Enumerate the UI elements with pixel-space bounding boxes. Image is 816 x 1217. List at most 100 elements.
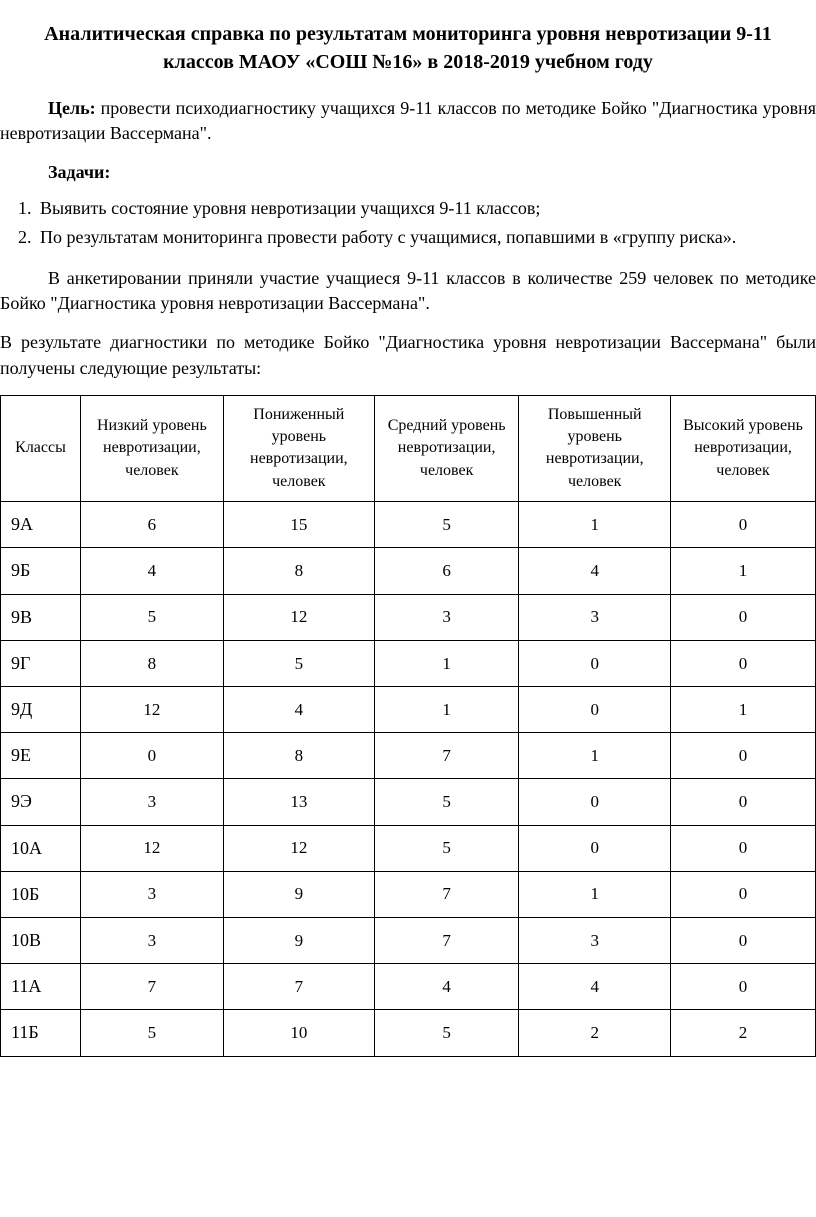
table-cell: 6 bbox=[374, 548, 518, 594]
table-header-cell: Низкий уровень невротизации, человек bbox=[81, 395, 224, 502]
table-cell: 9Г bbox=[1, 640, 81, 686]
table-cell: 0 bbox=[671, 779, 816, 825]
table-cell: 1 bbox=[374, 687, 518, 733]
table-cell: 3 bbox=[519, 594, 671, 640]
table-cell: 0 bbox=[671, 964, 816, 1010]
table-header-cell: Пониженный уровень невротизации, человек bbox=[223, 395, 374, 502]
table-cell: 7 bbox=[374, 733, 518, 779]
table-cell: 9Е bbox=[1, 733, 81, 779]
table-cell: 9Э bbox=[1, 779, 81, 825]
table-cell: 0 bbox=[671, 640, 816, 686]
table-cell: 1 bbox=[374, 640, 518, 686]
table-cell: 0 bbox=[519, 779, 671, 825]
table-cell: 3 bbox=[81, 871, 224, 917]
task-item: По результатам мониторинга провести рабо… bbox=[36, 225, 816, 250]
table-cell: 6 bbox=[81, 502, 224, 548]
table-cell: 8 bbox=[223, 733, 374, 779]
table-cell: 12 bbox=[223, 594, 374, 640]
table-cell: 4 bbox=[223, 687, 374, 733]
table-cell: 1 bbox=[519, 733, 671, 779]
table-row: 11Б510522 bbox=[1, 1010, 816, 1056]
table-cell: 9 bbox=[223, 917, 374, 963]
table-cell: 0 bbox=[671, 825, 816, 871]
table-cell: 1 bbox=[671, 548, 816, 594]
table-cell: 0 bbox=[671, 502, 816, 548]
table-cell: 15 bbox=[223, 502, 374, 548]
task-item: Выявить состояние уровня невротизации уч… bbox=[36, 196, 816, 221]
table-row: 9Д124101 bbox=[1, 687, 816, 733]
table-cell: 7 bbox=[374, 871, 518, 917]
table-cell: 4 bbox=[374, 964, 518, 1010]
table-cell: 9Д bbox=[1, 687, 81, 733]
table-header-cell: Средний уровень невротизации, человек bbox=[374, 395, 518, 502]
table-cell: 5 bbox=[374, 779, 518, 825]
table-row: 9В512330 bbox=[1, 594, 816, 640]
table-cell: 12 bbox=[81, 825, 224, 871]
table-cell: 11А bbox=[1, 964, 81, 1010]
table-cell: 3 bbox=[81, 917, 224, 963]
table-cell: 5 bbox=[223, 640, 374, 686]
table-cell: 7 bbox=[223, 964, 374, 1010]
table-header-row: Классы Низкий уровень невротизации, чело… bbox=[1, 395, 816, 502]
table-cell: 7 bbox=[374, 917, 518, 963]
goal-label: Цель: bbox=[48, 98, 96, 118]
goal-text: провести психодиагностику учащихся 9-11 … bbox=[0, 98, 816, 143]
table-cell: 0 bbox=[671, 871, 816, 917]
results-intro-paragraph: В результате диагностики по методике Бой… bbox=[0, 330, 816, 380]
table-cell: 9 bbox=[223, 871, 374, 917]
table-cell: 3 bbox=[519, 917, 671, 963]
table-row: 9Б48641 bbox=[1, 548, 816, 594]
table-cell: 5 bbox=[81, 1010, 224, 1056]
table-cell: 3 bbox=[81, 779, 224, 825]
table-cell: 1 bbox=[671, 687, 816, 733]
table-cell: 2 bbox=[519, 1010, 671, 1056]
table-cell: 0 bbox=[519, 825, 671, 871]
table-cell: 12 bbox=[223, 825, 374, 871]
table-cell: 11Б bbox=[1, 1010, 81, 1056]
table-header-cell: Высокий уровень невротизации, человек bbox=[671, 395, 816, 502]
table-row: 11А77440 bbox=[1, 964, 816, 1010]
participation-paragraph: В анкетировании приняли участие учащиеся… bbox=[0, 266, 816, 316]
table-row: 9Э313500 bbox=[1, 779, 816, 825]
table-cell: 0 bbox=[81, 733, 224, 779]
table-cell: 4 bbox=[519, 964, 671, 1010]
table-cell: 8 bbox=[81, 640, 224, 686]
table-cell: 4 bbox=[519, 548, 671, 594]
table-row: 10Б39710 bbox=[1, 871, 816, 917]
table-cell: 9Б bbox=[1, 548, 81, 594]
table-row: 9А615510 bbox=[1, 502, 816, 548]
table-cell: 3 bbox=[374, 594, 518, 640]
table-cell: 12 bbox=[81, 687, 224, 733]
table-cell: 10 bbox=[223, 1010, 374, 1056]
table-cell: 5 bbox=[374, 502, 518, 548]
document-title: Аналитическая справка по результатам мон… bbox=[0, 20, 816, 76]
table-cell: 0 bbox=[671, 594, 816, 640]
table-cell: 10В bbox=[1, 917, 81, 963]
table-cell: 0 bbox=[671, 917, 816, 963]
tasks-list: Выявить состояние уровня невротизации уч… bbox=[0, 196, 816, 250]
goal-paragraph: Цель: провести психодиагностику учащихся… bbox=[0, 96, 816, 146]
table-row: 9Е08710 bbox=[1, 733, 816, 779]
table-cell: 5 bbox=[374, 825, 518, 871]
table-cell: 0 bbox=[671, 733, 816, 779]
table-header-cell: Повышенный уровень невротизации, человек bbox=[519, 395, 671, 502]
table-cell: 8 bbox=[223, 548, 374, 594]
table-cell: 10А bbox=[1, 825, 81, 871]
table-cell: 2 bbox=[671, 1010, 816, 1056]
results-table: Классы Низкий уровень невротизации, чело… bbox=[0, 395, 816, 1057]
table-row: 10А1212500 bbox=[1, 825, 816, 871]
table-cell: 1 bbox=[519, 871, 671, 917]
table-cell: 9В bbox=[1, 594, 81, 640]
table-row: 9Г85100 bbox=[1, 640, 816, 686]
table-row: 10В39730 bbox=[1, 917, 816, 963]
table-cell: 7 bbox=[81, 964, 224, 1010]
table-cell: 13 bbox=[223, 779, 374, 825]
table-header-cell: Классы bbox=[1, 395, 81, 502]
table-cell: 5 bbox=[81, 594, 224, 640]
table-cell: 0 bbox=[519, 687, 671, 733]
tasks-label: Задачи: bbox=[0, 160, 816, 185]
table-cell: 5 bbox=[374, 1010, 518, 1056]
table-cell: 4 bbox=[81, 548, 224, 594]
table-cell: 0 bbox=[519, 640, 671, 686]
table-cell: 10Б bbox=[1, 871, 81, 917]
